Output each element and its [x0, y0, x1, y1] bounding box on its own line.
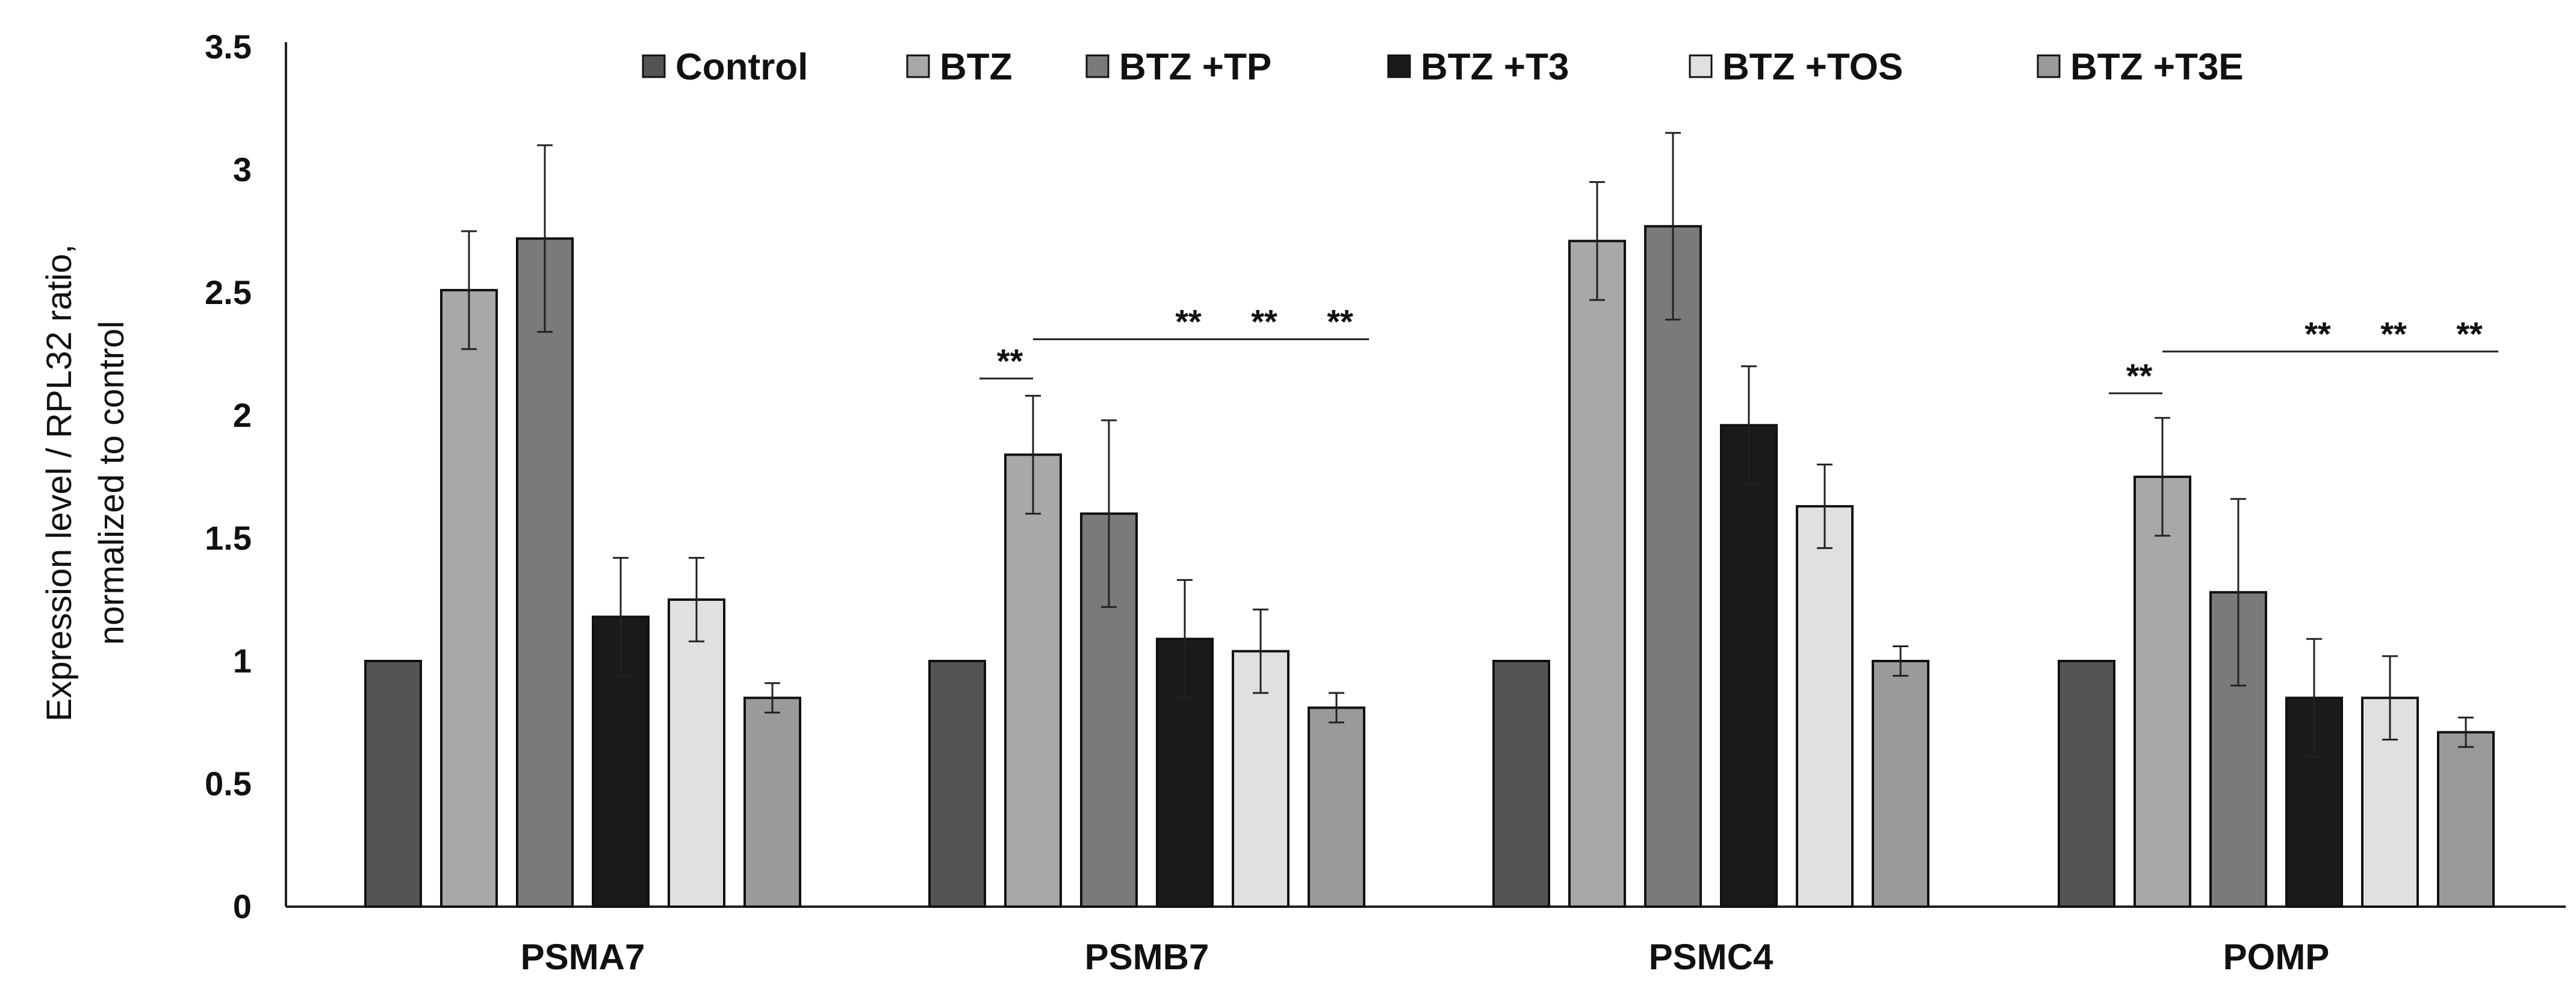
legend-label: BTZ +T3	[1421, 46, 1569, 88]
bar	[1796, 505, 1854, 908]
legend-label: BTZ	[940, 46, 1013, 88]
legend-swatch	[642, 54, 666, 78]
bar	[364, 660, 422, 908]
bars	[364, 225, 2495, 908]
legend-swatch	[1085, 54, 1110, 78]
bar	[743, 697, 801, 908]
legend-swatch	[1387, 54, 1411, 78]
y-tick-label: 0	[233, 887, 252, 925]
significance-label: **	[997, 342, 1023, 380]
bar	[1568, 240, 1626, 908]
error-bars	[461, 132, 2474, 758]
bar	[1004, 453, 1062, 908]
significance-label: **	[2456, 315, 2483, 353]
legend-swatch	[1689, 54, 1713, 78]
bar	[668, 598, 725, 908]
bar	[928, 660, 986, 908]
significance-label: **	[2126, 356, 2153, 394]
significance-label: **	[2304, 315, 2331, 353]
bar	[440, 288, 498, 908]
y-axis-title-line: normalized to control	[92, 321, 131, 645]
x-category-label: PSMB7	[1085, 937, 1209, 977]
bar	[1492, 660, 1550, 908]
bar	[2058, 660, 2115, 908]
bar	[1644, 225, 1702, 908]
y-tick-label: 3.5	[205, 28, 252, 66]
bar	[2134, 476, 2191, 908]
significance-label: **	[2380, 315, 2407, 353]
legend-label: BTZ +TOS	[1722, 46, 1903, 88]
x-category-label: PSMA7	[521, 937, 645, 977]
y-tick-label: 1.5	[205, 519, 252, 557]
y-axis-ticks: 0 0.5 1 1.5 2 2.5 3 3.5	[205, 28, 252, 925]
bar	[1720, 424, 1778, 908]
bar	[2437, 731, 2495, 908]
significance-label: **	[1175, 303, 1202, 341]
x-category-label: POMP	[2223, 937, 2330, 977]
bar	[1872, 660, 1929, 908]
y-tick-label: 2	[233, 396, 252, 434]
category-labels: PSMA7 PSMB7 PSMC4 POMP	[521, 937, 2330, 977]
y-axis-title: Expression level / RPL32 ratio, normalize…	[40, 244, 131, 721]
bar	[516, 237, 574, 908]
y-tick-label: 1	[233, 642, 252, 680]
y-axis-title-line: Expression level / RPL32 ratio,	[40, 244, 79, 721]
legend-swatch	[2037, 54, 2061, 78]
significance-markers: ** ** ** ** ** ** ** **	[979, 303, 2498, 394]
legend-label: BTZ +T3E	[2070, 46, 2244, 88]
significance-label: **	[1251, 303, 1277, 341]
legend-label: Control	[675, 46, 808, 88]
legend-swatch	[906, 54, 930, 78]
y-tick-label: 2.5	[205, 273, 252, 311]
significance-label: **	[1327, 303, 1353, 341]
legend: Control BTZ BTZ +TP BTZ +T3 BTZ +TOS BTZ +T3E	[642, 46, 2244, 88]
x-category-label: PSMC4	[1649, 937, 1774, 977]
y-tick-label: 0.5	[205, 765, 252, 803]
bar	[1308, 706, 1365, 908]
y-tick-label: 3	[233, 151, 252, 188]
legend-label: BTZ +TP	[1119, 46, 1271, 88]
